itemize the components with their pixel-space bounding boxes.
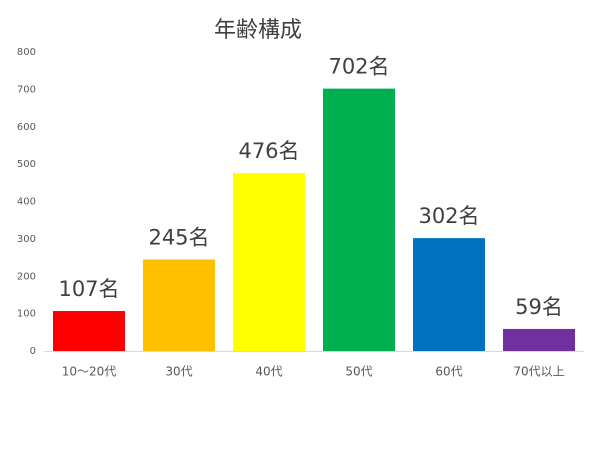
bar <box>323 88 395 351</box>
y-tick-label: 400 <box>17 197 36 208</box>
y-tick-label: 500 <box>17 159 36 170</box>
x-tick-label: 10～20代 <box>62 365 117 379</box>
bar <box>503 328 575 351</box>
x-tick-label: 70代以上 <box>513 365 564 379</box>
y-tick-label: 300 <box>17 234 36 245</box>
y-tick-label: 700 <box>17 84 36 95</box>
value-label: 59名 <box>515 295 563 319</box>
value-label: 302名 <box>418 204 479 228</box>
x-tick-label: 60代 <box>435 365 462 379</box>
y-tick-label: 100 <box>17 309 36 320</box>
y-tick-label: 0 <box>30 346 36 357</box>
y-tick-label: 600 <box>17 122 36 133</box>
value-label: 245名 <box>148 225 209 249</box>
bar <box>413 238 485 351</box>
value-label: 476名 <box>238 139 299 163</box>
y-tick-label: 200 <box>17 271 36 282</box>
value-label: 702名 <box>328 55 389 79</box>
x-tick-label: 30代 <box>165 365 192 379</box>
bar <box>233 173 305 351</box>
bar <box>53 311 125 351</box>
chart-title: 年齢構成 <box>214 18 302 43</box>
y-tick-label: 800 <box>17 47 36 58</box>
bar <box>143 259 215 351</box>
value-label: 107名 <box>58 277 119 301</box>
x-tick-label: 50代 <box>345 365 372 379</box>
x-tick-label: 40代 <box>255 365 282 379</box>
